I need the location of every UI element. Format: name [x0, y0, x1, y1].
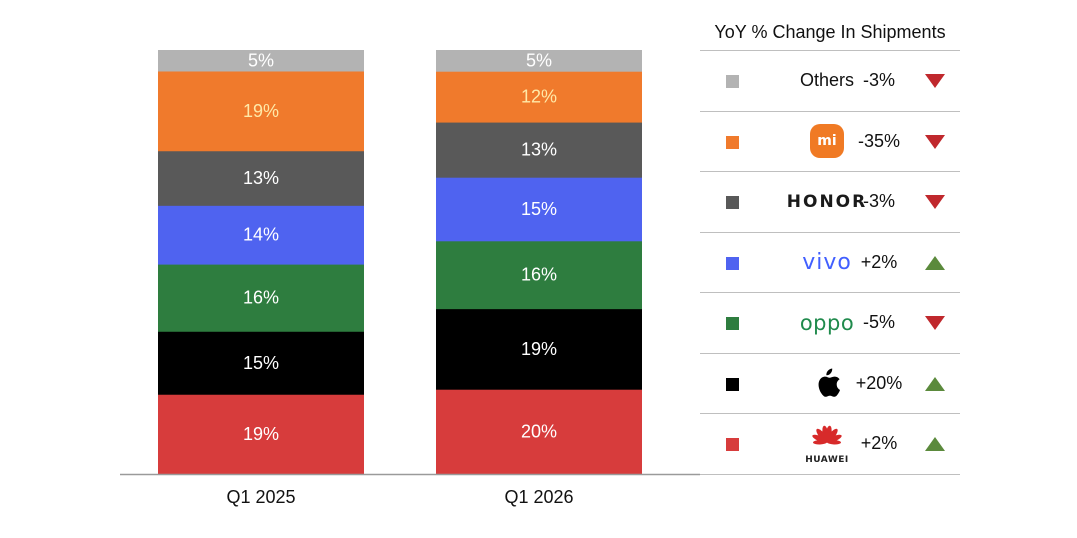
swatch-xiaomi — [726, 135, 739, 149]
data-label-oppo-q1-2025: 16% — [243, 288, 279, 308]
swatch-honor — [726, 196, 739, 209]
brand-xiaomi: mi — [752, 112, 902, 172]
data-label-others-q1-2026: 5% — [526, 51, 552, 71]
brand-huawei: HUAWEI — [752, 414, 902, 474]
data-label-vivo-q1-2025: 14% — [243, 225, 279, 245]
bar-segment-apple-q1-2026 — [436, 308, 642, 390]
bar-segment-oppo-q1-2026 — [436, 240, 642, 310]
data-label-xiaomi-q1-2025: 19% — [243, 101, 279, 121]
change-apple: +20% — [855, 372, 903, 393]
legend-row-oppo: oppo -5% — [700, 293, 960, 354]
bars-group: 19% 15% 16% 14% 13% 19% 5% 20% 19% 16% 15% 13% 12% 5% — [158, 50, 642, 475]
category-labels: Q1 2025 Q1 2026 — [226, 487, 573, 507]
category-label-q1-2026: Q1 2026 — [504, 487, 573, 507]
vivo-logo-text: vivo — [802, 249, 852, 275]
change-honor: -3% — [862, 191, 895, 212]
bar-segment-huawei-q1-2025 — [158, 394, 364, 475]
brand-apple — [752, 354, 902, 414]
swatch-others — [726, 75, 739, 88]
bar-segment-huawei-q1-2026 — [436, 389, 642, 475]
huawei-logo-icon: HUAWEI — [805, 425, 849, 465]
category-label-q1-2025: Q1 2025 — [226, 487, 295, 507]
bar-segment-honor-q1-2026 — [436, 122, 642, 178]
brand-others: Others — [752, 51, 902, 111]
legend-row-huawei: HUAWEI +2% — [700, 414, 960, 475]
bar-segment-others-q1-2025 — [158, 50, 364, 72]
data-label-apple-q1-2025: 15% — [243, 353, 279, 373]
legend-row-vivo: vivo +2% — [700, 233, 960, 293]
bar-segment-vivo-q1-2025 — [158, 205, 364, 265]
brand-honor: HONOR — [752, 172, 902, 232]
change-oppo: -5% — [862, 312, 895, 333]
legend-row-apple: +20% — [700, 354, 960, 414]
triangle-down-icon — [925, 134, 945, 149]
legend-row-xiaomi: mi -35% — [700, 112, 960, 172]
data-label-oppo-q1-2026: 16% — [521, 265, 557, 285]
xiaomi-logo-text: mi — [817, 133, 837, 150]
data-label-apple-q1-2026: 19% — [521, 339, 557, 359]
swatch-apple — [726, 377, 739, 391]
bar-segment-others-q1-2026 — [436, 50, 642, 72]
bar-segment-xiaomi-q1-2026 — [436, 71, 642, 123]
huawei-logo-text: HUAWEI — [805, 455, 849, 465]
brand-oppo: oppo — [752, 293, 902, 353]
data-label-xiaomi-q1-2026: 12% — [521, 87, 557, 107]
triangle-down-icon — [925, 316, 945, 330]
data-label-vivo-q1-2026: 15% — [521, 199, 557, 219]
triangle-down-icon — [925, 195, 945, 209]
bar-segment-vivo-q1-2026 — [436, 177, 642, 242]
data-label-huawei-q1-2025: 19% — [243, 424, 279, 444]
data-label-honor-q1-2025: 13% — [243, 168, 279, 188]
swatch-vivo — [726, 256, 739, 270]
data-label-huawei-q1-2026: 20% — [521, 422, 557, 442]
data-label-others-q1-2025: 5% — [248, 50, 274, 70]
oppo-logo-text: oppo — [799, 310, 855, 335]
brand-label-others: Others — [799, 70, 855, 91]
bar-segment-oppo-q1-2025 — [158, 264, 364, 332]
triangle-up-icon — [925, 437, 945, 451]
change-xiaomi: -35% — [857, 130, 901, 151]
change-others: -3% — [862, 70, 895, 91]
stacked-bar-chart: 19% 15% 16% 14% 13% 19% 5% 20% 19% 16% 15% 13% 12% 5%… — [120, 50, 700, 507]
legend-title: YoY % Change In Shipments — [700, 14, 960, 51]
xiaomi-logo-icon: mi — [810, 124, 844, 159]
change-vivo: +2% — [860, 251, 898, 272]
apple-logo-icon — [818, 368, 840, 398]
bar-segment-xiaomi-q1-2025 — [158, 70, 364, 152]
bar-segment-apple-q1-2025 — [158, 331, 364, 395]
triangle-up-icon — [925, 376, 945, 391]
bar-segment-honor-q1-2025 — [158, 150, 364, 206]
yoy-change-table: YoY % Change In Shipments Others -3% mi … — [700, 14, 960, 475]
brand-vivo: vivo — [752, 233, 902, 293]
change-huawei: +2% — [860, 433, 898, 454]
data-label-honor-q1-2026: 13% — [521, 140, 557, 160]
legend-row-others: Others -3% — [700, 51, 960, 112]
legend-row-honor: HONOR -3% — [700, 172, 960, 233]
honor-logo-text: HONOR — [786, 191, 868, 212]
triangle-up-icon — [925, 255, 945, 270]
triangle-down-icon — [925, 74, 945, 88]
swatch-oppo — [726, 317, 739, 330]
swatch-huawei — [726, 438, 739, 451]
